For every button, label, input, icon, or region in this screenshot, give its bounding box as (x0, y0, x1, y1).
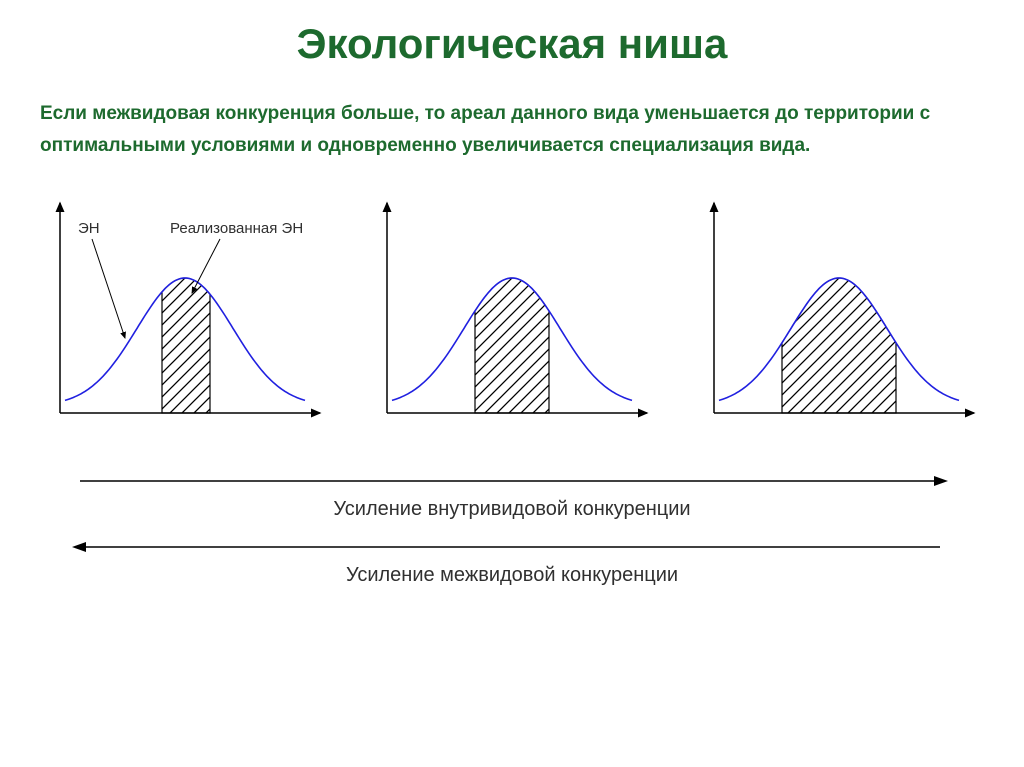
arrow-label-2: Усиление межвидовой конкуренции (70, 564, 954, 587)
arrow-svg-2 (70, 539, 950, 555)
chart-svg-1: ЭН Реализованная ЭН (40, 183, 330, 443)
chart-panel-1: ЭН Реализованная ЭН (40, 183, 330, 443)
svg-text:Реализованная ЭН: Реализованная ЭН (170, 220, 303, 237)
arrows-section: Усиление внутривидовой конкуренции Усиле… (40, 473, 984, 587)
charts-row: ЭН Реализованная ЭН (40, 183, 984, 443)
svg-text:ЭН: ЭН (78, 220, 100, 237)
arrow-row-1: Усиление внутривидовой конкуренции (70, 473, 954, 521)
arrow-svg-1 (70, 473, 950, 489)
arrow-label-1: Усиление внутривидовой конкуренции (70, 498, 954, 521)
page-title: Экологическая ниша (40, 20, 984, 68)
chart-panel-2 (367, 183, 657, 443)
chart-svg-2 (367, 183, 657, 443)
chart-svg-3 (694, 183, 984, 443)
description-text: Если межвидовая конкуренция больше, то а… (40, 98, 984, 163)
chart-panel-3 (694, 183, 984, 443)
arrow-row-2: Усиление межвидовой конкуренции (70, 539, 954, 587)
